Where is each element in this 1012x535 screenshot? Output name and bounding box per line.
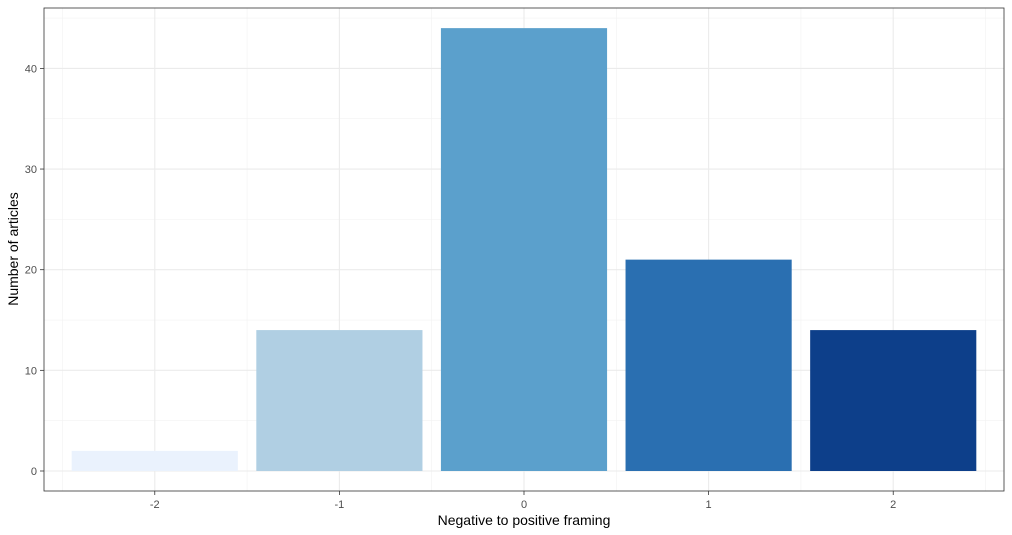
- x-tick-label: 1: [706, 499, 712, 511]
- y-tick-label: 10: [25, 365, 37, 377]
- y-tick-label: 40: [25, 63, 37, 75]
- bar: [71, 450, 238, 471]
- y-tick-label: 0: [31, 466, 37, 478]
- x-tick-label: -1: [334, 499, 344, 511]
- x-axis-title: Negative to positive framing: [438, 512, 611, 528]
- bar: [440, 28, 608, 472]
- x-tick-label: 0: [521, 499, 527, 511]
- y-axis: 0 10 20 30 40: [25, 63, 44, 478]
- x-axis: -2 -1 0 1 2: [150, 491, 896, 511]
- x-tick-label: 2: [890, 499, 896, 511]
- y-tick-label: 20: [25, 265, 37, 277]
- bar: [256, 330, 423, 471]
- bars: [71, 28, 977, 472]
- y-tick-label: 30: [25, 164, 37, 176]
- bar: [810, 330, 977, 471]
- x-tick-label: -2: [150, 499, 160, 511]
- y-axis-title: Number of articles: [5, 192, 21, 306]
- bar: [625, 259, 792, 471]
